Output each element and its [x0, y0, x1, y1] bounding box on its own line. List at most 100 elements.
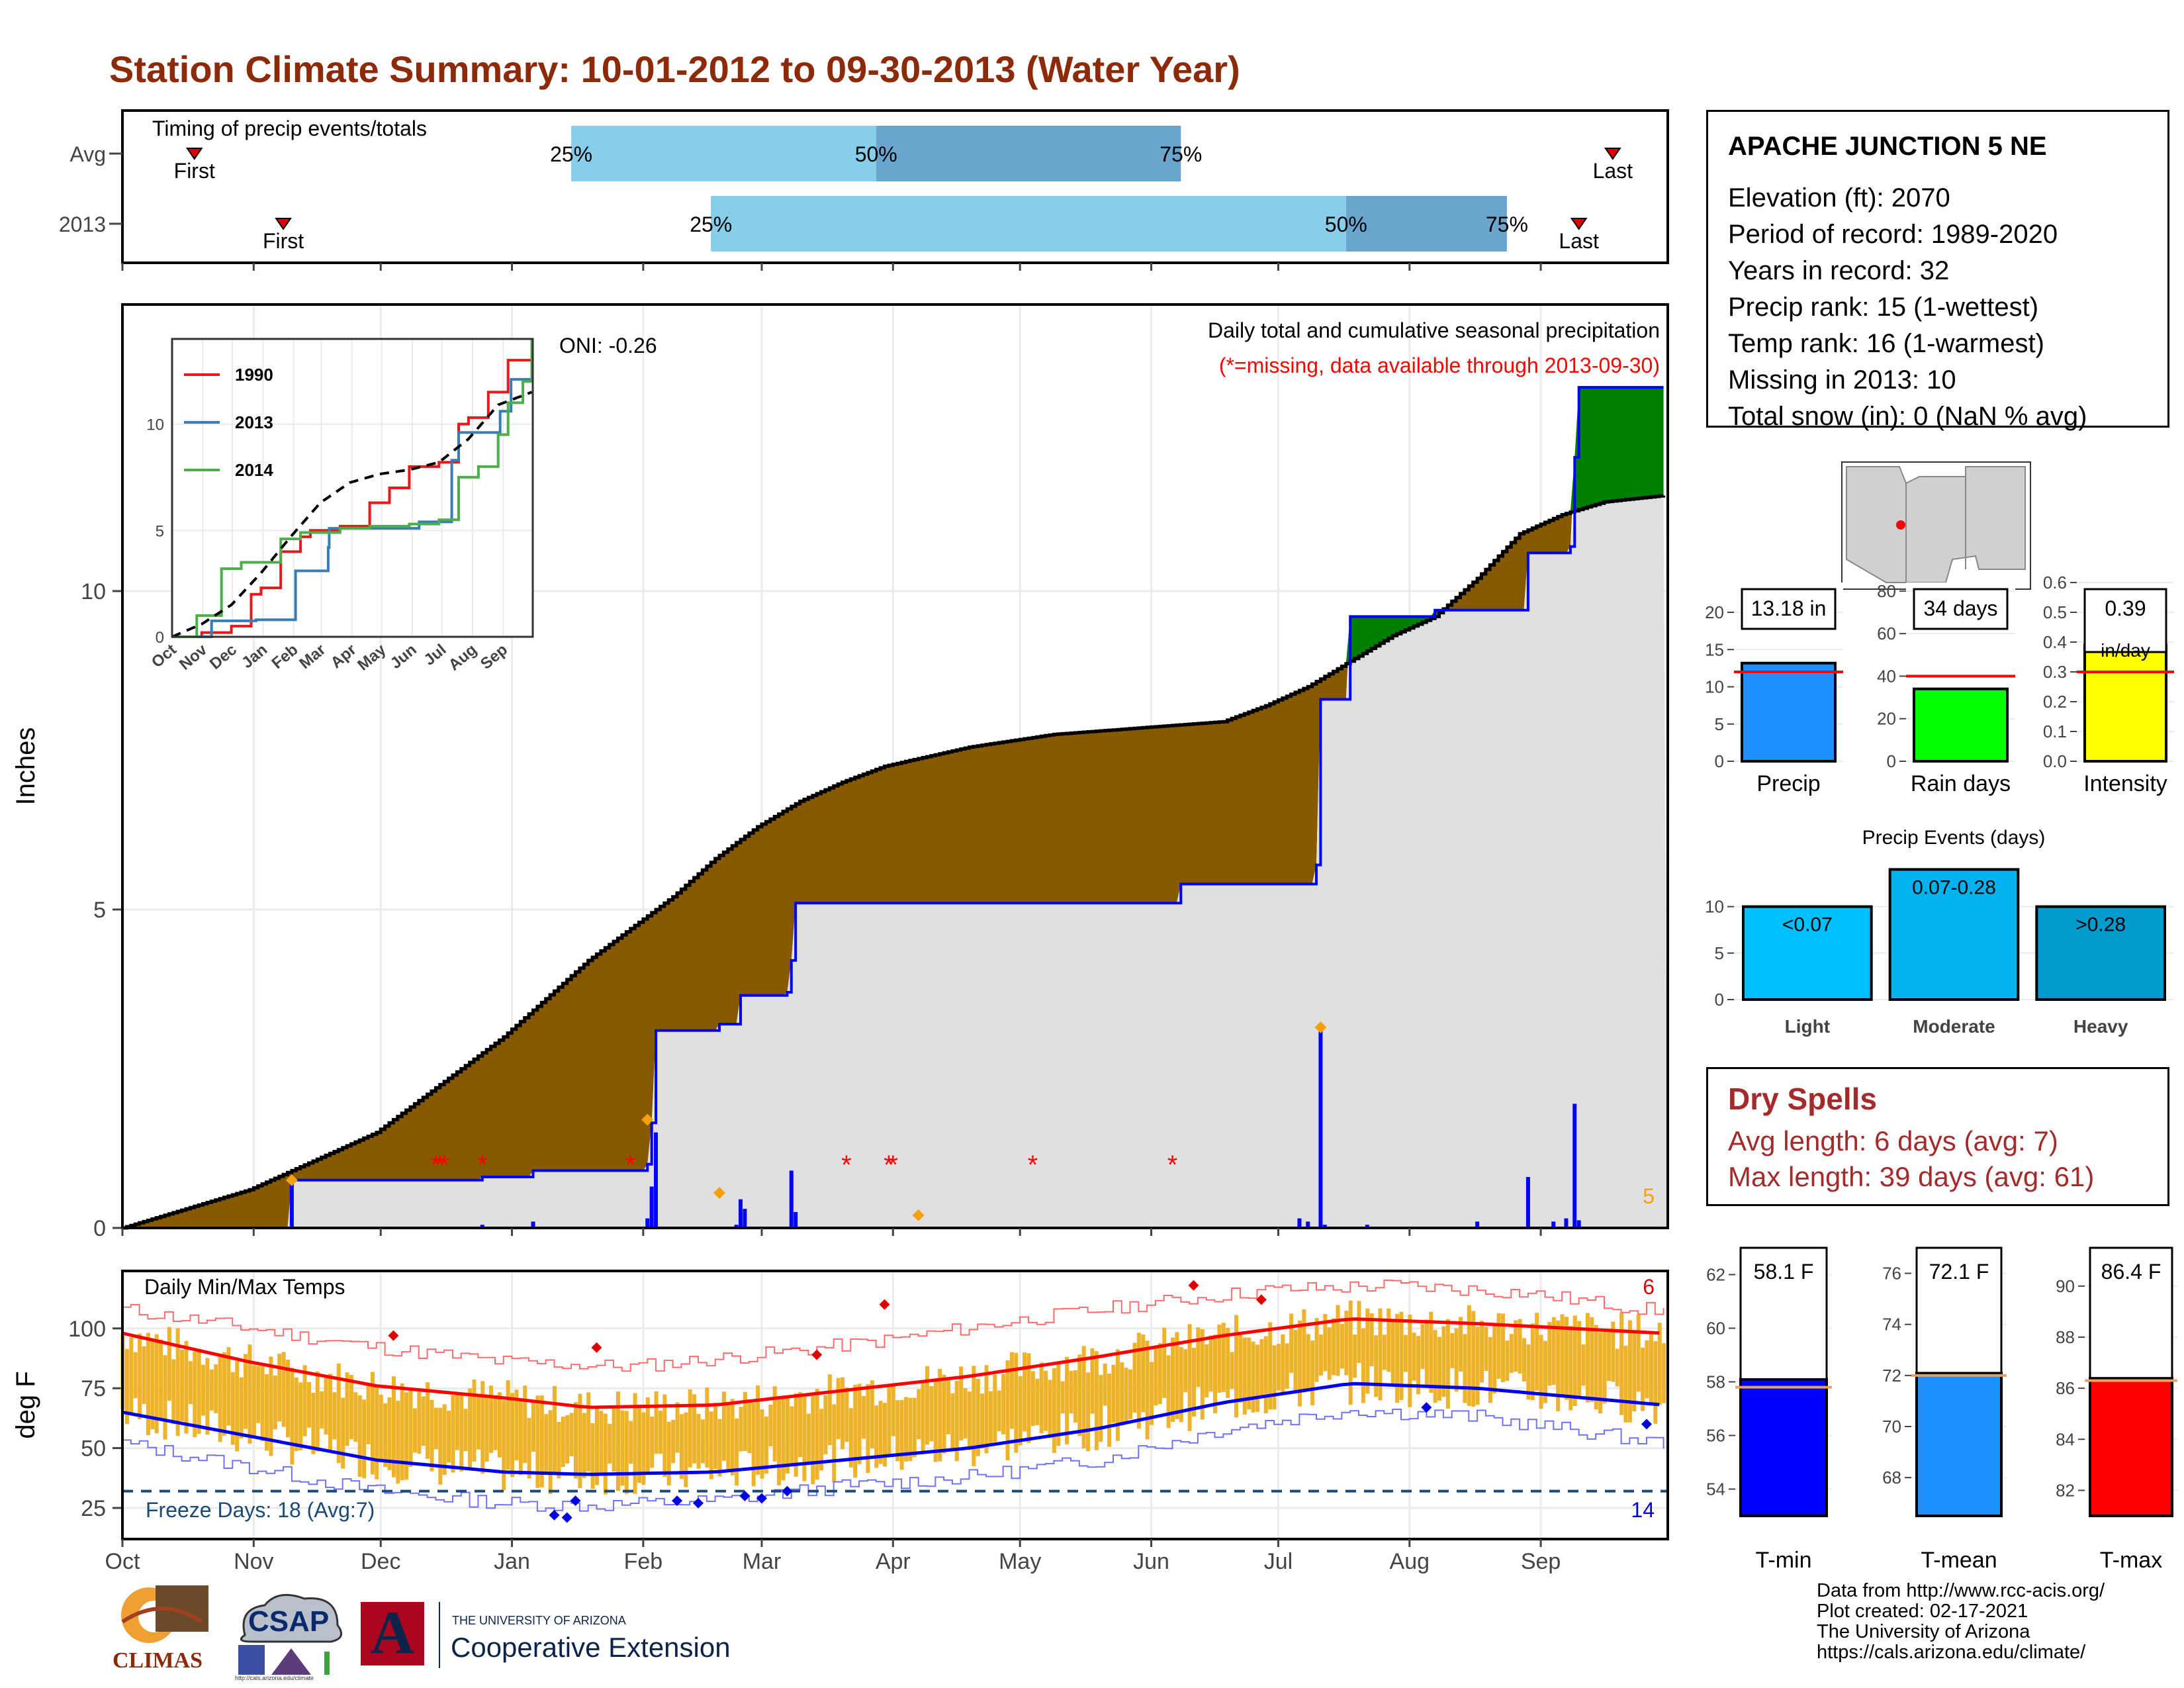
temp-daily-bar	[841, 1377, 845, 1450]
inset-series-line	[172, 355, 533, 638]
temp-daily-bar	[1627, 1320, 1632, 1423]
temp-daily-bar	[1556, 1320, 1561, 1411]
temp-daily-bar	[561, 1417, 565, 1468]
ua-logo: A THE UNIVERSITY OF ARIZONA Cooperative …	[361, 1599, 758, 1675]
temp-low-record-marker	[570, 1495, 581, 1507]
temp-daily-bar	[891, 1383, 895, 1436]
precip-summary-tick-label: 80	[1877, 581, 1896, 601]
temp-daily-bar	[235, 1360, 240, 1452]
temp-y-axis-label: deg F	[11, 1371, 40, 1438]
precip-missing-marker: *	[431, 1150, 441, 1180]
temp-daily-bar	[285, 1359, 290, 1438]
temp-daily-bar	[743, 1391, 747, 1451]
temp-daily-bar	[645, 1397, 650, 1474]
timing-last-label: Last	[1559, 229, 1599, 253]
inset-average-line	[171, 391, 533, 638]
temp-daily-bar	[1026, 1353, 1031, 1443]
temp-daily-bar	[294, 1377, 298, 1452]
temp-daily-bar	[1086, 1372, 1091, 1452]
temp-daily-bar	[1187, 1324, 1192, 1431]
temp-x-tick-label: Dec	[361, 1549, 400, 1574]
temp-daily-bar	[1166, 1355, 1171, 1429]
temp-daily-bar	[1369, 1313, 1374, 1366]
temp-daily-bar	[582, 1413, 586, 1478]
temp-daily-bar	[608, 1423, 612, 1464]
temp-daily-bar	[620, 1410, 625, 1486]
temp-daily-bar	[163, 1355, 167, 1440]
temp-daily-bar	[1014, 1352, 1019, 1453]
precip-summary-bar	[1741, 661, 1837, 763]
temp-daily-bar	[1577, 1321, 1582, 1396]
temp-daily-bar	[874, 1405, 879, 1468]
temp-daily-bar	[1069, 1370, 1073, 1414]
temp-daily-bar	[1048, 1380, 1052, 1438]
temp-summary-tick-label: 86	[2056, 1378, 2075, 1398]
temp-daily-bar	[180, 1349, 185, 1421]
temp-summary-tick-label: 68	[1882, 1468, 1901, 1487]
temp-freeze-label: Freeze Days: 18 (Avg:7)	[146, 1498, 375, 1522]
temp-daily-bar	[1459, 1317, 1463, 1372]
temp-daily-bar	[1581, 1344, 1586, 1386]
precip-daily-bar	[739, 1199, 743, 1228]
temp-summary-category-label: T-mean	[1921, 1548, 1997, 1573]
temp-daily-bar	[1208, 1335, 1213, 1392]
temp-summary-tick-label: 54	[1706, 1479, 1725, 1499]
temp-daily-bar	[1332, 1318, 1336, 1376]
temp-daily-bar	[933, 1381, 938, 1462]
temp-daily-bar	[1387, 1308, 1391, 1372]
temp-daily-bar	[772, 1386, 777, 1462]
temp-daily-bar	[615, 1391, 620, 1491]
temp-summary-tick-label: 70	[1882, 1417, 1901, 1436]
temp-daily-bar	[1348, 1300, 1353, 1405]
temp-daily-bar	[1336, 1305, 1340, 1376]
dry-spells-max: Max length: 39 days (avg: 61)	[1728, 1161, 2095, 1192]
temp-x-tick-label: Sep	[1521, 1549, 1561, 1574]
temp-daily-bar	[565, 1415, 570, 1464]
temp-daily-bar	[1395, 1313, 1400, 1403]
temp-daily-bar	[713, 1403, 718, 1470]
temp-daily-bar	[756, 1385, 760, 1475]
csap-logo-mark	[238, 1593, 343, 1675]
station-missing: Missing in 2013: 10	[1728, 365, 1956, 395]
precip-missing-marker: *	[439, 1150, 449, 1180]
temp-daily-bar	[899, 1399, 904, 1470]
events-value-label: 0.07-0.28	[1912, 876, 1996, 898]
precip-summary-tick-label: 0.6	[2043, 573, 2067, 592]
temp-x-tick-label: Feb	[624, 1549, 663, 1574]
temp-daily-bar	[332, 1392, 337, 1440]
temp-daily-bar	[980, 1393, 985, 1448]
temp-daily-bar	[506, 1380, 510, 1470]
temp-daily-bar	[637, 1405, 641, 1483]
temp-daily-bar	[1171, 1337, 1175, 1423]
temp-daily-bar	[929, 1385, 934, 1442]
temp-daily-bar	[1314, 1318, 1319, 1382]
temp-daily-bar	[493, 1395, 498, 1450]
temp-daily-bar	[1323, 1314, 1328, 1372]
temp-daily-bar	[921, 1383, 925, 1452]
temp-summary-value-label: 72.1 F	[1929, 1260, 1989, 1284]
station-temp-rank: Temp rank: 16 (1-warmest)	[1728, 329, 2044, 358]
temp-daily-bar	[1594, 1325, 1598, 1410]
station-years: Years in record: 32	[1728, 256, 1950, 285]
precip-summary-tick-label: 20	[1877, 709, 1896, 729]
precip-daily-bar	[1365, 1225, 1369, 1228]
temp-daily-bar	[586, 1392, 591, 1472]
temp-low-record-marker	[782, 1485, 793, 1497]
temp-x-tick-label: Apr	[876, 1549, 911, 1574]
events-tick-label: 5	[1715, 943, 1724, 963]
temp-summary-tick-label: 90	[2056, 1276, 2075, 1296]
temp-daily-bar	[599, 1411, 604, 1474]
station-elevation: Elevation (ft): 2070	[1728, 183, 1950, 212]
inset-frame	[171, 338, 534, 638]
temp-daily-bar	[514, 1389, 519, 1460]
temp-daily-bar	[353, 1392, 358, 1442]
precip-summary-category-label: Precip	[1756, 771, 1820, 796]
temp-summary-value-box	[1915, 1246, 2003, 1374]
timing-last-marker	[1604, 148, 1621, 160]
temp-daily-bar	[265, 1374, 269, 1451]
precip-missing-marker: *	[435, 1150, 445, 1180]
temp-daily-bar	[1606, 1331, 1611, 1382]
precip-missing-marker: *	[888, 1150, 899, 1180]
precip-daily-bar	[1572, 1103, 1577, 1228]
temp-daily-bar	[1150, 1362, 1154, 1425]
